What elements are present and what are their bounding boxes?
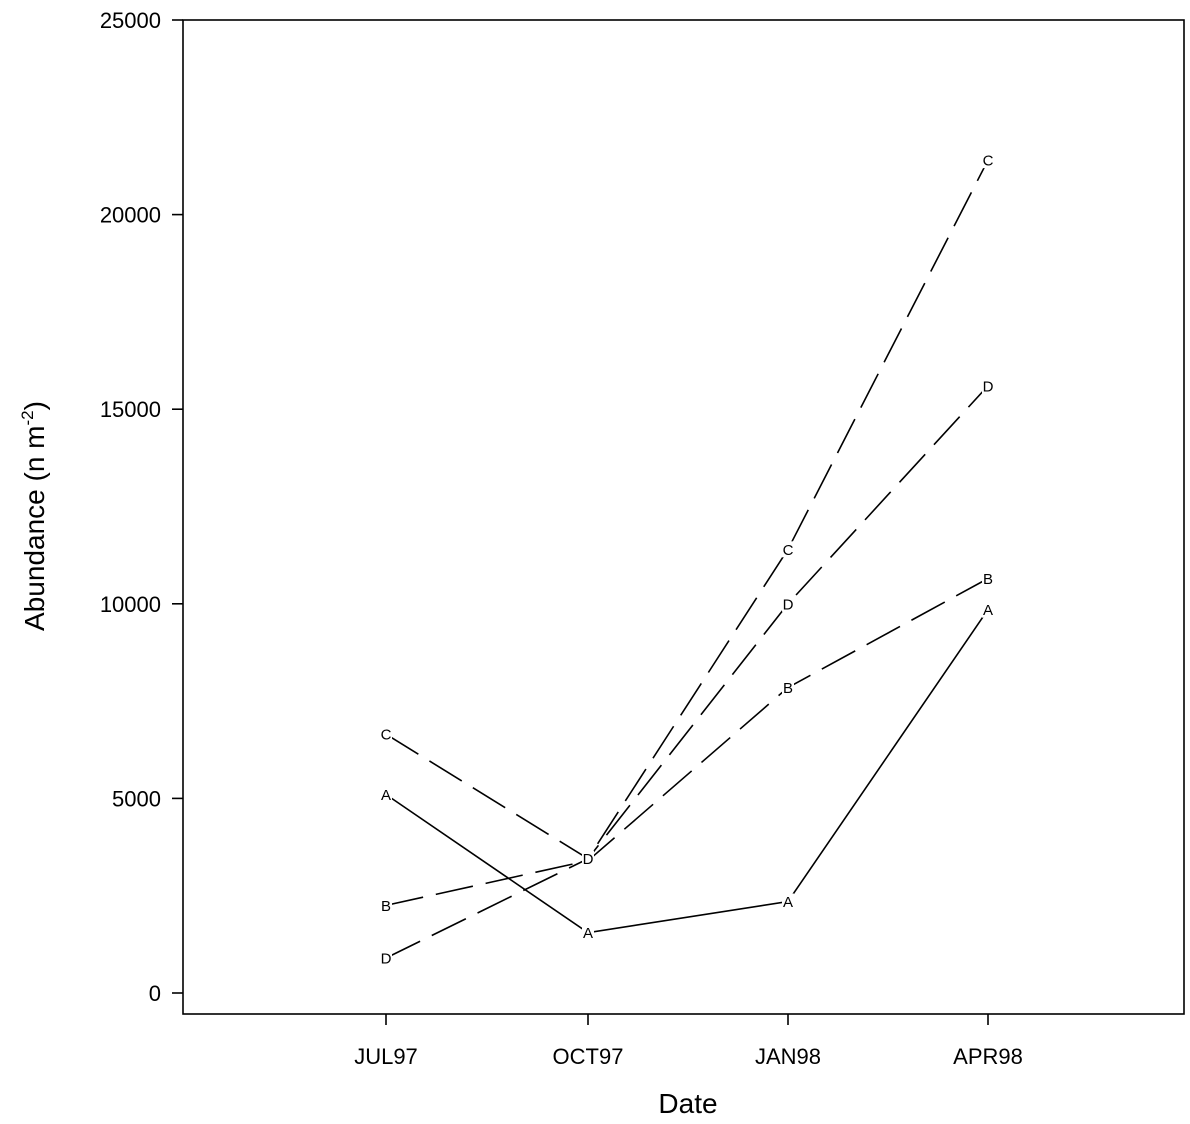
marker-background — [782, 893, 794, 910]
y-tick-label: 20000 — [100, 203, 161, 228]
marker-background — [982, 152, 994, 169]
y-axis-title: Abundance (n m-2) — [18, 401, 50, 631]
series-line-b — [385, 577, 989, 907]
x-tick-label: APR98 — [953, 1044, 1023, 1069]
marker-background — [380, 949, 392, 966]
marker-background — [380, 897, 392, 914]
series-line-a — [385, 609, 989, 934]
y-axis-title-main: Abundance (n m — [19, 425, 50, 630]
data-point-b: B — [381, 898, 391, 915]
data-point-d: D — [381, 950, 392, 967]
series-lines — [385, 159, 989, 959]
data-point-d: D — [783, 596, 794, 613]
data-point-b: B — [783, 680, 793, 697]
data-point-a: A — [783, 894, 793, 911]
x-tick-label: JAN98 — [755, 1044, 821, 1069]
y-axis-title-superscript: -2 — [18, 410, 37, 425]
marker-background — [582, 924, 594, 941]
marker-background — [380, 726, 392, 743]
data-point-a: A — [381, 787, 391, 804]
series-line-d — [385, 385, 989, 959]
y-tick-label: 0 — [149, 981, 161, 1006]
data-point-d: D — [583, 851, 594, 868]
marker-background — [782, 679, 794, 696]
marker-background — [380, 786, 392, 803]
marker-background — [782, 541, 794, 558]
plot-area-border — [182, 19, 1185, 1015]
marker-background — [982, 377, 994, 394]
plot-frame — [182, 19, 1185, 1015]
y-tick-label: 25000 — [100, 8, 161, 33]
marker-background — [582, 850, 594, 867]
x-tick-label: OCT97 — [553, 1044, 624, 1069]
y-axis-title-close: ) — [19, 401, 50, 410]
marker-background — [982, 570, 994, 587]
y-tick-label: 10000 — [100, 592, 161, 617]
x-axis-title: Date — [658, 1088, 717, 1119]
data-point-c: C — [381, 727, 392, 744]
marker-background — [782, 595, 794, 612]
data-point-a: A — [983, 602, 993, 619]
y-tick-label: 15000 — [100, 397, 161, 422]
data-point-d: D — [983, 378, 994, 395]
y-axis-ticks: 0 5000 10000 15000 20000 25000 — [100, 8, 183, 1006]
y-tick-label: 5000 — [112, 786, 161, 811]
data-point-a: A — [583, 925, 593, 942]
data-point-b: B — [983, 571, 993, 588]
series-markers: AAAABBBBCCCCDDDD — [380, 152, 994, 967]
marker-background — [982, 601, 994, 618]
series-line-c — [385, 159, 989, 860]
x-tick-label: JUL97 — [354, 1044, 418, 1069]
x-axis-ticks: JUL97 OCT97 JAN98 APR98 — [354, 1014, 1023, 1069]
data-point-c: C — [983, 153, 994, 170]
data-point-c: C — [783, 542, 794, 559]
